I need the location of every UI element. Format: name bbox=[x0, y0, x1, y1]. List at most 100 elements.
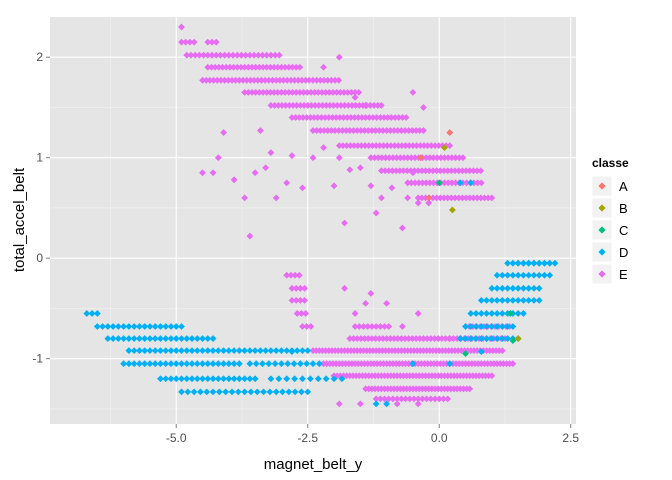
data-point-e bbox=[289, 88, 296, 96]
data-point-e bbox=[466, 194, 474, 202]
x-tick-label: -5.0 bbox=[166, 431, 187, 445]
data-point-d bbox=[309, 360, 317, 368]
data-point-d bbox=[157, 335, 164, 342]
data-point-d bbox=[162, 323, 170, 330]
data-point-e bbox=[241, 63, 249, 71]
data-point-e bbox=[409, 169, 417, 177]
data-point-e bbox=[335, 142, 343, 150]
data-point-e bbox=[318, 114, 325, 121]
data-point-e bbox=[267, 51, 275, 59]
data-point-d bbox=[141, 335, 149, 342]
data-point-e bbox=[481, 194, 488, 202]
data-point-e bbox=[477, 194, 485, 202]
data-point-d bbox=[472, 335, 480, 342]
data-point-e bbox=[466, 385, 474, 393]
data-point-e bbox=[178, 38, 185, 46]
data-point-d bbox=[251, 347, 259, 355]
data-point-e bbox=[364, 323, 372, 330]
data-point-e bbox=[272, 76, 280, 84]
data-point-b bbox=[448, 206, 456, 214]
data-point-d bbox=[104, 323, 112, 330]
data-point-e bbox=[401, 335, 409, 342]
data-point-d bbox=[141, 347, 149, 355]
data-point-d bbox=[114, 323, 122, 330]
data-point-e bbox=[278, 102, 286, 109]
data-point-d bbox=[472, 323, 480, 330]
data-point-e bbox=[288, 284, 296, 292]
data-point-d bbox=[477, 335, 485, 342]
data-point-e bbox=[285, 102, 293, 109]
data-point-d bbox=[172, 360, 180, 368]
data-point-d bbox=[498, 271, 506, 279]
data-point-e bbox=[340, 114, 347, 121]
data-point-e bbox=[370, 102, 378, 109]
data-point-e bbox=[455, 154, 463, 162]
data-point-e bbox=[343, 114, 351, 121]
data-point-d bbox=[157, 375, 164, 383]
data-point-e bbox=[369, 142, 376, 150]
data-point-e bbox=[320, 144, 327, 152]
data-point-e bbox=[357, 127, 365, 134]
data-point-e bbox=[302, 310, 310, 317]
data-point-c bbox=[506, 310, 514, 317]
data-point-e bbox=[366, 102, 374, 109]
data-point-e bbox=[394, 142, 402, 150]
data-point-e bbox=[402, 142, 409, 150]
data-point-e bbox=[355, 88, 363, 96]
data-point-e bbox=[235, 76, 243, 84]
data-point-e bbox=[252, 88, 260, 96]
data-point-d bbox=[183, 375, 191, 383]
data-point-e bbox=[351, 88, 359, 96]
data-point-d bbox=[234, 388, 242, 396]
data-point-d bbox=[472, 310, 480, 317]
data-point-e bbox=[422, 179, 430, 187]
y-axis-title: total_accel_belt bbox=[11, 167, 28, 272]
data-point-d bbox=[230, 347, 238, 355]
data-point-e bbox=[309, 154, 317, 162]
data-point-e bbox=[438, 142, 446, 150]
data-point-d bbox=[178, 347, 185, 355]
data-point-e bbox=[412, 127, 420, 134]
data-point-d bbox=[88, 310, 96, 317]
data-point-d bbox=[104, 335, 112, 342]
data-point-e bbox=[211, 63, 219, 71]
data-point-e bbox=[416, 142, 424, 150]
data-point-e bbox=[444, 154, 452, 162]
data-point-e bbox=[409, 142, 417, 150]
data-point-d bbox=[541, 271, 548, 279]
data-point-e bbox=[402, 114, 410, 121]
data-point-d bbox=[162, 360, 170, 368]
data-point-d bbox=[488, 335, 496, 342]
data-point-d bbox=[141, 323, 149, 330]
data-points bbox=[83, 23, 559, 408]
data-point-e bbox=[247, 76, 254, 84]
data-point-d bbox=[151, 323, 159, 330]
data-point-e bbox=[294, 76, 302, 84]
data-point-d bbox=[188, 360, 196, 368]
data-point-e bbox=[299, 184, 306, 192]
data-point-d bbox=[493, 323, 501, 330]
data-point-d bbox=[520, 259, 527, 267]
data-point-d bbox=[514, 310, 522, 317]
data-point-e bbox=[288, 114, 296, 121]
data-point-e bbox=[375, 127, 383, 134]
data-point-e bbox=[400, 154, 408, 162]
data-point-e bbox=[426, 154, 434, 162]
data-point-e bbox=[208, 63, 215, 71]
data-point-e bbox=[393, 395, 401, 403]
data-point-d bbox=[178, 335, 185, 342]
data-point-e bbox=[258, 76, 265, 84]
data-point-d bbox=[514, 284, 522, 292]
data-point-e bbox=[455, 167, 463, 175]
data-point-e bbox=[351, 114, 358, 121]
data-point-e bbox=[208, 38, 216, 46]
data-point-e bbox=[427, 142, 435, 150]
data-point-d bbox=[290, 360, 298, 368]
data-point-e bbox=[361, 335, 368, 342]
data-point-e bbox=[436, 194, 444, 202]
data-point-d bbox=[157, 323, 164, 330]
data-point-e bbox=[288, 296, 296, 304]
data-point-e bbox=[369, 114, 377, 121]
data-point-e bbox=[275, 51, 283, 59]
